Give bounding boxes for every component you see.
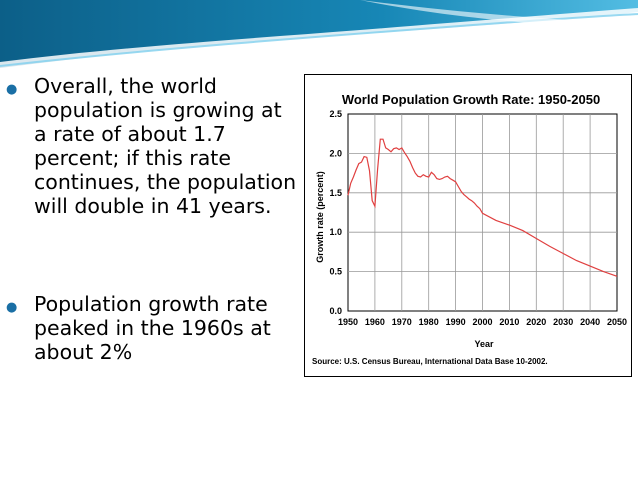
x-tick-label: 2050 [607, 317, 627, 327]
y-tick-label: 2.5 [329, 109, 342, 119]
y-tick-label: 1.0 [329, 227, 342, 237]
x-tick-label: 1950 [338, 317, 358, 327]
x-tick-label: 1980 [419, 317, 439, 327]
growth-rate-chart: World Population Growth Rate: 1950-2050 … [315, 92, 627, 349]
x-tick-label: 2000 [472, 317, 492, 327]
y-axis-label: Growth rate (percent) [315, 171, 325, 263]
x-tick-label: 2020 [526, 317, 546, 327]
x-tick-label: 1970 [392, 317, 412, 327]
y-tick-label: 0.0 [329, 306, 342, 316]
y-tick-label: 0.5 [329, 267, 342, 277]
bullet-text: Overall, the world population is growing… [34, 74, 297, 218]
bullet-text: Population growth rate peaked in the 196… [34, 292, 271, 364]
x-axis-ticks: 1950 1960 1970 1980 1990 2000 2010 2020 2030 2040… [338, 317, 627, 327]
x-tick-label: 1990 [446, 317, 466, 327]
chart-title: World Population Growth Rate: 1950-2050 [342, 92, 600, 107]
x-tick-label: 2030 [553, 317, 573, 327]
x-axis-label: Year [474, 339, 494, 349]
bullet-icon: ● [6, 300, 18, 315]
header-banner [0, 0, 638, 70]
chart-series [347, 138, 618, 277]
y-axis-ticks: 0.0 0.5 1.0 1.5 2.0 2.5 [329, 109, 342, 316]
y-tick-label: 1.5 [329, 188, 342, 198]
y-tick-label: 2.0 [329, 148, 342, 158]
bullet-icon: ● [6, 82, 18, 97]
growth-rate-line [347, 138, 618, 277]
x-tick-label: 2040 [580, 317, 600, 327]
source-note: Source: U.S. Census Bureau, Internationa… [312, 357, 548, 366]
chart-panel: World Population Growth Rate: 1950-2050 … [304, 74, 632, 377]
x-tick-label: 1960 [365, 317, 385, 327]
x-tick-label: 2010 [499, 317, 519, 327]
